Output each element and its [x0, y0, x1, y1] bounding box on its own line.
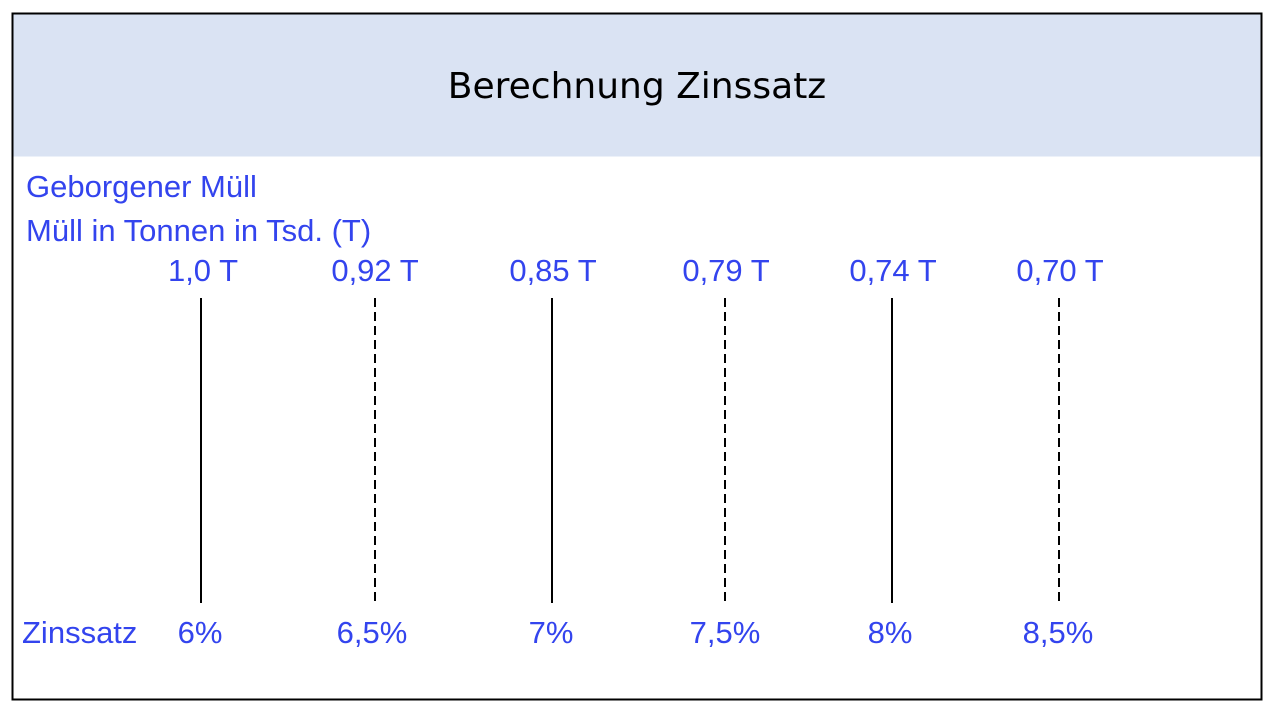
rate-label: 8,5%: [1023, 615, 1094, 650]
tonnage-label: 0,85 T: [509, 253, 596, 288]
tonnage-label: 0,70 T: [1016, 253, 1103, 288]
rate-label: 8%: [868, 615, 913, 650]
tonnage-label: 1,0 T: [168, 253, 238, 288]
label: Geborgener Müll: [26, 169, 257, 204]
label: Müll in Tonnen in Tsd. (T): [26, 213, 371, 248]
header-band: [13, 14, 1261, 157]
rate-label: 7%: [529, 615, 574, 650]
tonnage-label: 0,74 T: [849, 253, 936, 288]
label: Zinssatz: [22, 615, 137, 650]
title: Berechnung Zinssatz: [448, 66, 826, 107]
rate-label: 7,5%: [690, 615, 761, 650]
rate-label: 6,5%: [337, 615, 408, 650]
tonnage-label: 0,92 T: [331, 253, 418, 288]
rate-label: 6%: [178, 615, 223, 650]
tonnage-label: 0,79 T: [682, 253, 769, 288]
